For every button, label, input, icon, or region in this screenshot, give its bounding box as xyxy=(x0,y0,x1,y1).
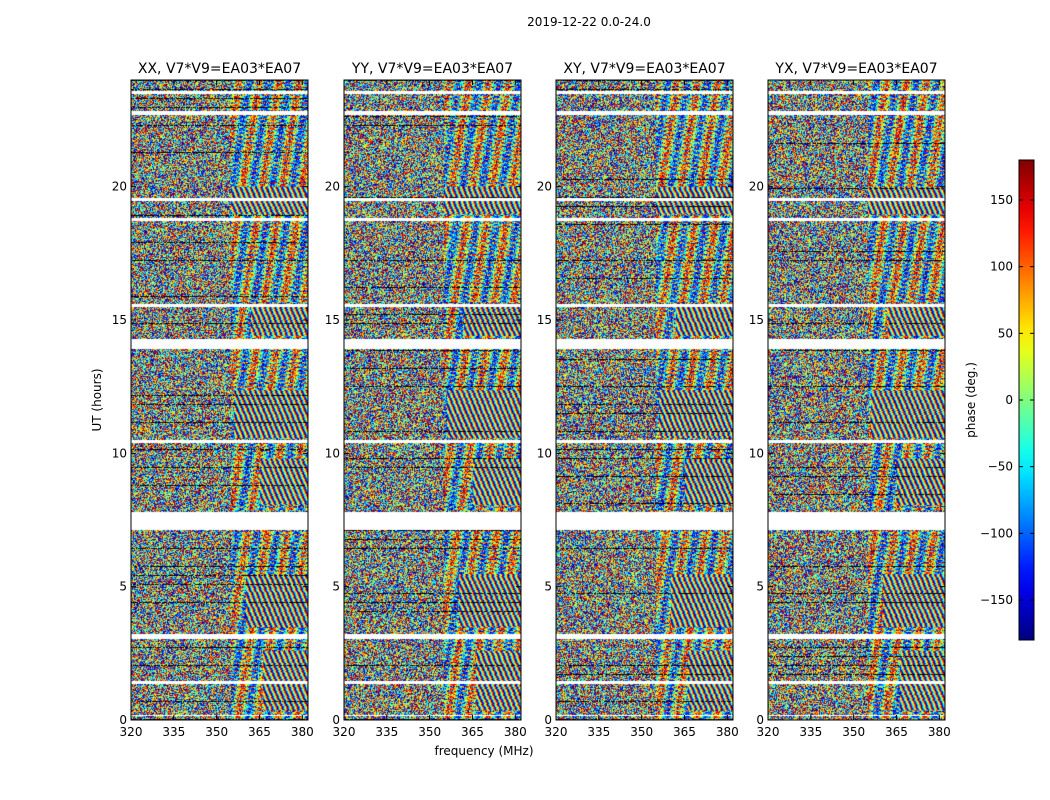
colorbar-tick-label: −100 xyxy=(980,526,1013,540)
x-tick-label: 320 xyxy=(757,725,780,739)
colorbar-label: phase (deg.) xyxy=(964,362,978,438)
x-tick-label: 380 xyxy=(504,725,527,739)
y-tick-label: 20 xyxy=(325,180,340,194)
y-tick-label: 0 xyxy=(332,713,340,727)
y-tick-label: 10 xyxy=(749,446,764,460)
x-tick-label: 365 xyxy=(248,725,271,739)
x-tick-label: 365 xyxy=(885,725,908,739)
panels-group: XX, V7*V9=EA03*EA07 320 335 350 365 380 0 5 10 15… xyxy=(112,61,951,739)
y-tick-label: 5 xyxy=(544,580,552,594)
x-tick-label: 335 xyxy=(587,725,610,739)
x-axis-label: frequency (MHz) xyxy=(434,744,533,758)
y-tick-label: 10 xyxy=(537,446,552,460)
panel: XY, V7*V9=EA03*EA07 320 335 350 365 380 0 5 10 15… xyxy=(537,61,739,739)
x-tick-label: 350 xyxy=(842,725,865,739)
figure-suptitle: 2019-12-22 0.0-24.0 xyxy=(527,15,651,29)
colorbar-tick-label: −150 xyxy=(980,593,1013,607)
y-tick-label: 10 xyxy=(112,446,127,460)
panel-title: XX, V7*V9=EA03*EA07 xyxy=(138,61,301,77)
y-tick-label: 0 xyxy=(756,713,764,727)
panel-title: XY, V7*V9=EA03*EA07 xyxy=(563,61,725,77)
y-tick-label: 5 xyxy=(332,580,340,594)
x-tick-label: 320 xyxy=(120,725,143,739)
colorbar: −150 −100 −50 0 50 100 150 phase (deg.) xyxy=(964,159,1035,641)
x-tick-label: 350 xyxy=(205,725,228,739)
panel-title: YY, V7*V9=EA03*EA07 xyxy=(351,61,513,77)
x-tick-label: 320 xyxy=(545,725,568,739)
phase-image xyxy=(344,80,521,720)
colorbar-tick-label: 50 xyxy=(998,326,1013,340)
y-tick-label: 0 xyxy=(544,713,552,727)
x-tick-label: 365 xyxy=(461,725,484,739)
y-tick-label: 5 xyxy=(119,580,127,594)
y-tick-label: 15 xyxy=(749,313,764,327)
y-tick-label: 10 xyxy=(325,446,340,460)
x-tick-label: 380 xyxy=(928,725,951,739)
y-tick-label: 15 xyxy=(112,313,127,327)
y-tick-label: 20 xyxy=(749,180,764,194)
phase-image xyxy=(131,80,308,720)
y-tick-label: 20 xyxy=(537,180,552,194)
panel: YY, V7*V9=EA03*EA07 320 335 350 365 380 0 5 10 15… xyxy=(325,61,527,739)
phase-image xyxy=(768,80,945,720)
panel: YX, V7*V9=EA03*EA07 320 335 350 365 380 0 5 10 15… xyxy=(749,61,951,739)
x-tick-label: 335 xyxy=(799,725,822,739)
y-tick-label: 15 xyxy=(537,313,552,327)
x-tick-label: 350 xyxy=(630,725,653,739)
x-tick-label: 335 xyxy=(162,725,185,739)
y-tick-label: 0 xyxy=(119,713,127,727)
x-tick-label: 380 xyxy=(291,725,314,739)
y-tick-label: 20 xyxy=(112,180,127,194)
plot-frame xyxy=(130,79,309,721)
x-tick-label: 335 xyxy=(375,725,398,739)
colorbar-tick-label: 0 xyxy=(1005,393,1013,407)
plot-frame xyxy=(343,79,522,721)
x-tick-label: 365 xyxy=(673,725,696,739)
plot-frame xyxy=(555,79,734,721)
panel-title: YX, V7*V9=EA03*EA07 xyxy=(774,61,937,77)
y-tick-label: 15 xyxy=(325,313,340,327)
y-axis-label: UT (hours) xyxy=(90,368,104,431)
x-tick-label: 320 xyxy=(333,725,356,739)
colorbar-tick-label: 100 xyxy=(990,260,1013,274)
colorbar-tick-label: −50 xyxy=(988,460,1013,474)
phase-image xyxy=(556,80,733,720)
colorbar-tick-label: 150 xyxy=(990,193,1013,207)
x-tick-label: 380 xyxy=(716,725,739,739)
panel: XX, V7*V9=EA03*EA07 320 335 350 365 380 0 5 10 15… xyxy=(112,61,314,739)
plot-frame xyxy=(767,79,946,721)
x-tick-label: 350 xyxy=(418,725,441,739)
y-tick-label: 5 xyxy=(756,580,764,594)
